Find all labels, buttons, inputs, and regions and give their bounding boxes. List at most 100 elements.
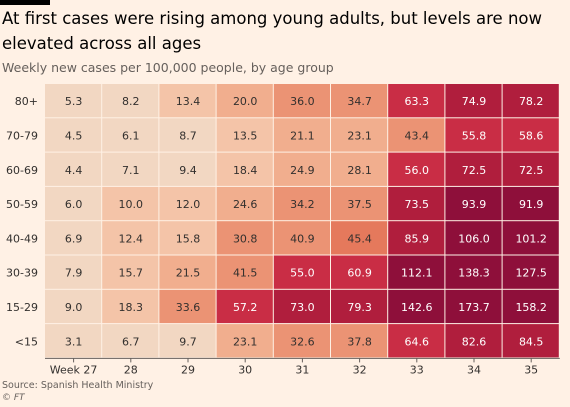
cell-value-label: 37.5	[347, 198, 372, 211]
cell-value-label: 82.6	[462, 335, 487, 348]
heatmap-cell	[331, 186, 388, 221]
heatmap-cell	[45, 221, 102, 255]
row-label: 60-69	[6, 164, 38, 177]
cell-value-label: 18.4	[233, 164, 258, 177]
heatmap-cell	[102, 255, 159, 289]
cell-value-label: 9.7	[179, 335, 197, 348]
cell-value-label: 37.8	[347, 335, 372, 348]
cell-value-label: 7.9	[65, 267, 83, 280]
heatmap-cell	[388, 289, 445, 324]
cell-value-label: 36.0	[290, 95, 315, 108]
row-label: 40-49	[6, 232, 38, 245]
heatmap-cell	[273, 84, 330, 118]
cell-value-label: 112.1	[401, 267, 433, 280]
cell-value-label: 3.1	[65, 335, 83, 348]
cell-value-label: 55.0	[290, 267, 315, 280]
heatmap-cell	[273, 255, 330, 289]
heatmap-cell	[45, 255, 102, 289]
cell-value-label: 78.2	[519, 95, 544, 108]
x-tick-label: 33	[410, 363, 424, 376]
cell-value-label: 4.5	[65, 129, 83, 142]
cell-value-label: 15.8	[176, 232, 201, 245]
row-label: 30-39	[6, 267, 38, 280]
cell-value-label: 85.9	[405, 232, 430, 245]
heatmap-cell	[388, 324, 445, 358]
heatmap-cell	[273, 186, 330, 221]
cell-value-label: 9.0	[65, 301, 83, 314]
heatmap-cell	[331, 324, 388, 358]
heatmap-cell	[159, 221, 216, 255]
heatmap-cell	[445, 221, 502, 255]
heatmap-cell	[216, 186, 273, 221]
heatmap-cell	[445, 84, 502, 118]
heatmap-cell	[502, 152, 559, 186]
cell-value-label: 4.4	[65, 164, 83, 177]
cell-value-label: 34.2	[290, 198, 315, 211]
cell-value-label: 28.1	[347, 164, 372, 177]
ft-credit: © FT	[2, 393, 25, 403]
heatmap-cell	[102, 186, 159, 221]
x-tick-label: 31	[295, 363, 309, 376]
cell-value-label: 23.1	[347, 129, 372, 142]
cell-value-label: 45.4	[347, 232, 372, 245]
cell-value-label: 101.2	[515, 232, 547, 245]
cell-value-label: 21.1	[290, 129, 315, 142]
cell-value-label: 63.3	[405, 95, 430, 108]
row-label: 50-59	[6, 198, 38, 211]
cell-value-label: 142.6	[401, 301, 433, 314]
heatmap-cell	[159, 255, 216, 289]
cell-value-label: 30.8	[233, 232, 258, 245]
heatmap-cell	[216, 255, 273, 289]
cell-value-label: 5.3	[65, 95, 83, 108]
heatmap-cell	[159, 186, 216, 221]
cell-value-label: 72.5	[462, 164, 487, 177]
heatmap-cell	[331, 84, 388, 118]
cell-value-label: 43.4	[405, 129, 430, 142]
heatmap-cell	[102, 152, 159, 186]
cell-value-label: 21.5	[176, 267, 201, 280]
cell-value-label: 32.6	[290, 335, 315, 348]
cell-value-label: 58.6	[519, 129, 544, 142]
heatmap-cell	[388, 221, 445, 255]
heatmap-cell	[102, 221, 159, 255]
ft-top-bar	[0, 0, 50, 5]
heatmap-cell	[216, 152, 273, 186]
heatmap-cell	[331, 255, 388, 289]
cell-value-label: 9.4	[179, 164, 197, 177]
heatmap-cell	[445, 324, 502, 358]
x-tick-label: 34	[467, 363, 481, 376]
heatmap-cell	[216, 84, 273, 118]
heatmap-cell	[102, 84, 159, 118]
cell-value-label: 8.7	[179, 129, 197, 142]
heatmap-cell	[388, 118, 445, 152]
cell-value-label: 33.6	[176, 301, 201, 314]
cell-value-label: 60.9	[347, 267, 372, 280]
cell-value-label: 24.6	[233, 198, 258, 211]
cell-value-label: 106.0	[458, 232, 490, 245]
heatmap-cell	[331, 221, 388, 255]
cell-value-label: 72.5	[519, 164, 544, 177]
row-label: 70-79	[6, 129, 38, 142]
cell-value-label: 6.7	[122, 335, 140, 348]
cell-value-label: 55.8	[462, 129, 487, 142]
row-label: 80+	[15, 95, 38, 108]
heatmap-cell	[445, 152, 502, 186]
heatmap-cell	[445, 118, 502, 152]
heatmap-cell	[502, 186, 559, 221]
cell-value-label: 6.0	[65, 198, 83, 211]
heatmap-cell	[45, 324, 102, 358]
x-tick-label: 29	[181, 363, 195, 376]
cell-value-label: 13.4	[176, 95, 201, 108]
cell-value-label: 12.0	[176, 198, 201, 211]
heatmap-cell	[159, 118, 216, 152]
cell-value-label: 20.0	[233, 95, 258, 108]
heatmap-cell	[159, 289, 216, 324]
heatmap-cell	[273, 221, 330, 255]
cell-value-label: 56.0	[405, 164, 430, 177]
heatmap-cell	[331, 152, 388, 186]
heatmap-cell	[45, 152, 102, 186]
row-label: 15-29	[6, 301, 38, 314]
heatmap-cell	[216, 324, 273, 358]
heatmap-cell	[502, 324, 559, 358]
cell-value-label: 8.2	[122, 95, 140, 108]
